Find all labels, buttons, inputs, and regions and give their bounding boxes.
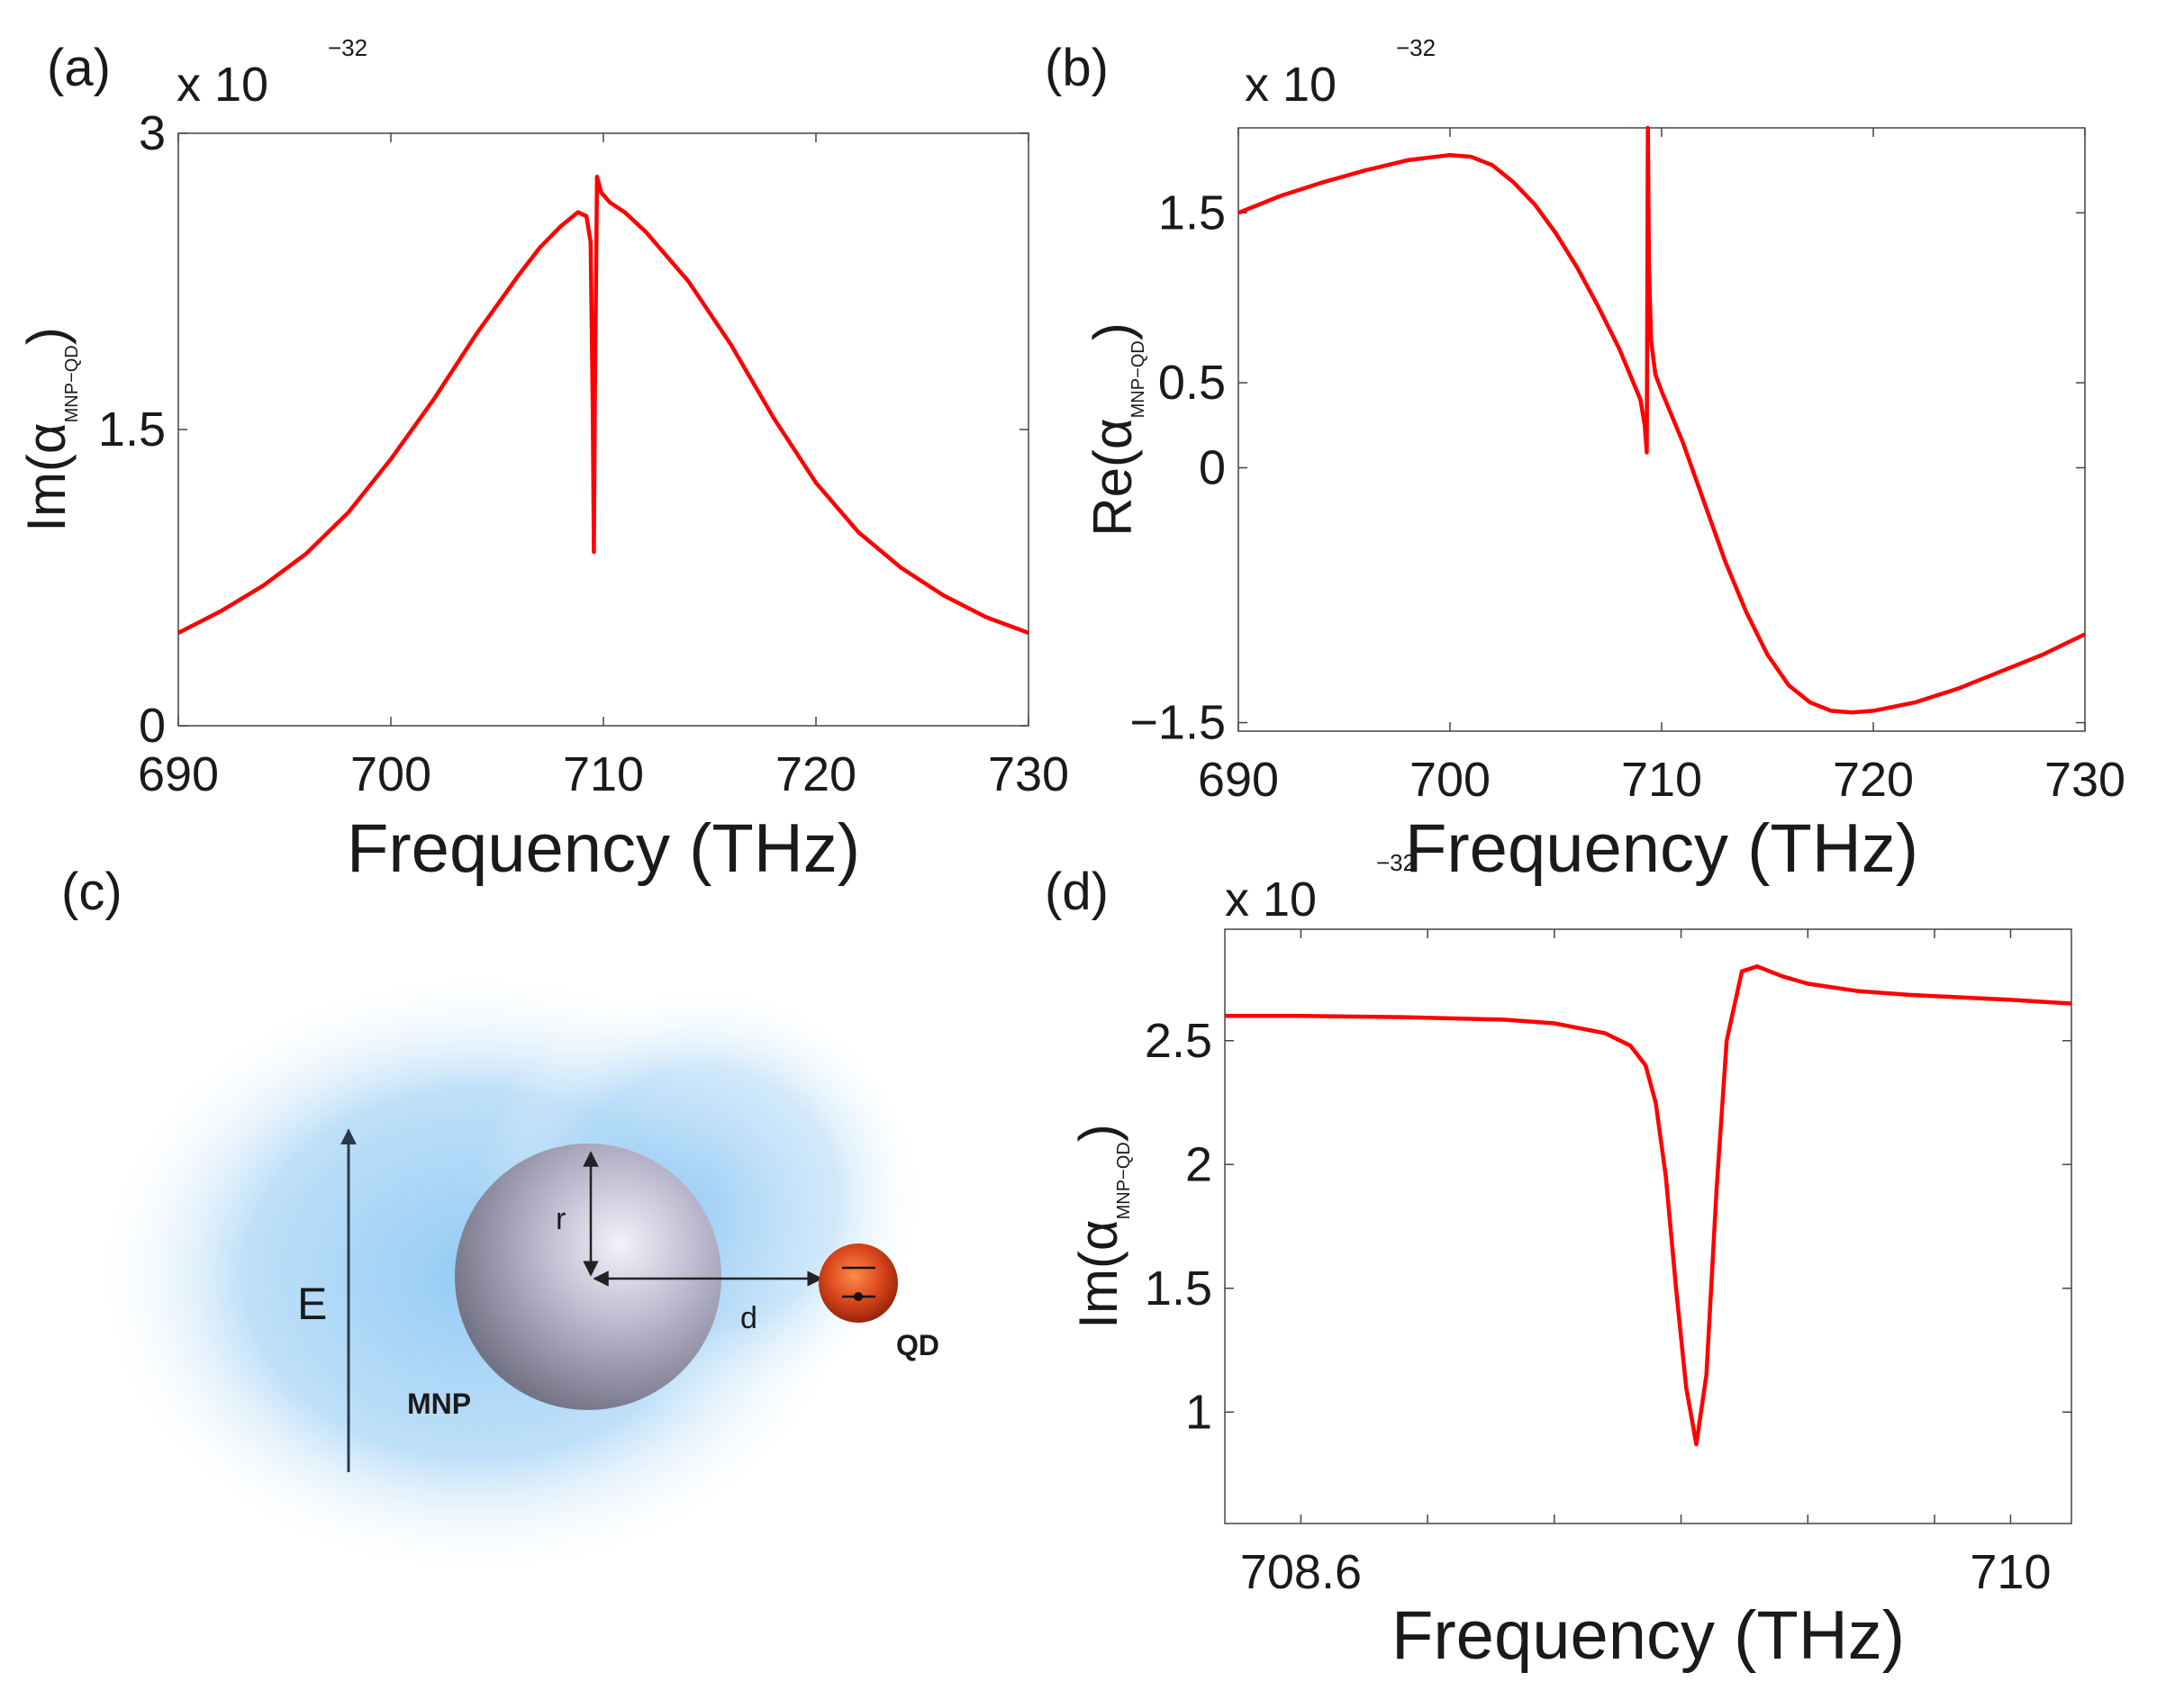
y-tick-label: 2.5 [1145, 1014, 1212, 1068]
x-tick-label: 690 [138, 747, 219, 801]
y-tick-label: −1.5 [1129, 696, 1226, 750]
exponent-power: −32 [328, 34, 367, 61]
field-label: E [297, 1279, 327, 1329]
plot-frame [1224, 928, 2072, 1524]
radius-label: r [556, 1202, 566, 1236]
panel-label-a: (a) [47, 39, 111, 97]
exponent-prefix: x 10 [1225, 873, 1317, 927]
mnp-label: MNP [407, 1388, 471, 1420]
x-tick-label: 700 [350, 747, 431, 801]
y-axis-title: Re(αMNP−QD) [1083, 322, 1148, 536]
x-tick-label: 720 [775, 747, 856, 801]
x-axis-title: Frequency (THz) [1405, 810, 1918, 887]
series-line-a [177, 175, 1029, 636]
y-tick-label: 0 [1199, 440, 1226, 494]
plot-frame [177, 132, 1029, 727]
exponent-prefix: x 10 [177, 58, 268, 112]
series-line-b [1237, 125, 2086, 715]
x-tick-label: 708.6 [1240, 1545, 1362, 1599]
panel-label-c: (c) [61, 863, 122, 921]
exponent-power: −32 [1376, 849, 1416, 876]
x-tick-label: 710 [1621, 753, 1702, 807]
x-tick-label: 700 [1409, 753, 1491, 807]
y-axis-title-close: ) [1068, 1124, 1128, 1142]
y-axis-title-close: ) [1083, 322, 1143, 340]
qd-label: QD [896, 1329, 939, 1361]
y-axis-title-sub: MNP−QD [1114, 1142, 1134, 1219]
panel-c-diagram: (c) E r d MNP QD [61, 863, 939, 1580]
y-tick-label: 1.5 [1158, 185, 1226, 240]
y-tick-label: 1.5 [98, 402, 166, 457]
y-axis-title-close: ) [16, 327, 77, 345]
panel-d: (d) x 10 −32 708.6 710 1 1.5 2 2.5 Frequency (THz… [1045, 849, 2072, 1674]
x-tick-label: 720 [1833, 753, 1914, 807]
series-line-d [1225, 964, 2072, 1447]
y-axis-title-sub: MNP−QD [1128, 340, 1148, 418]
x-axis-title: Frequency (THz) [347, 810, 860, 887]
y-axis-title: Im(αMNP−QD) [1068, 1124, 1134, 1328]
y-tick-label: 1.5 [1145, 1261, 1212, 1316]
exponent-power: −32 [1396, 34, 1436, 61]
x-tick-label: 710 [563, 747, 644, 801]
qd-sphere [819, 1243, 898, 1323]
panel-b: (b) x 10 −32 690 700 710 720 730 −1.5 0 0.5 1.5 Freq… [1045, 34, 2125, 887]
y-axis-title-main: Re(α [1083, 418, 1143, 536]
y-axis-title-main: Im(α [16, 422, 77, 531]
y-axis-title-main: Im(α [1068, 1219, 1128, 1328]
y-tick-label: 2 [1185, 1137, 1212, 1191]
plot-frame [1237, 127, 2086, 732]
y-tick-label: 0 [139, 699, 166, 753]
y-tick-label: 1 [1185, 1385, 1212, 1439]
y-tick-label: 0.5 [1158, 356, 1226, 410]
distance-label: d [740, 1301, 757, 1335]
x-tick-label: 730 [2044, 753, 2125, 807]
panel-label-b: (b) [1045, 39, 1109, 97]
panel-label-d: (d) [1045, 863, 1109, 921]
qd-electron [854, 1292, 863, 1301]
y-tick-label: 3 [139, 106, 166, 160]
x-tick-label: 710 [1970, 1545, 2051, 1599]
exponent-prefix: x 10 [1245, 58, 1337, 112]
x-tick-label: 690 [1198, 753, 1279, 807]
y-axis-title: Im(αMNP−QD) [16, 327, 82, 531]
x-tick-label: 730 [988, 747, 1069, 801]
x-axis-title: Frequency (THz) [1391, 1597, 1905, 1674]
panel-a: (a) x 10 −32 690 700 710 720 730 0 1.5 3 Frequency … [16, 34, 1069, 887]
mnp-sphere [455, 1144, 721, 1410]
y-axis-title-sub: MNP−QD [62, 345, 82, 422]
